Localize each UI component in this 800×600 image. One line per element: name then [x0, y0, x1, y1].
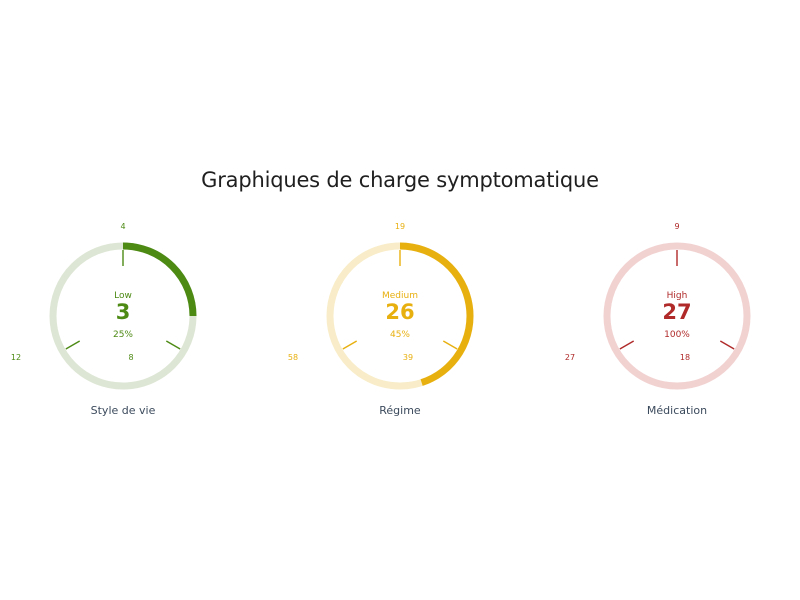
gauge-track — [603, 242, 751, 390]
level-label: High — [666, 291, 688, 301]
gauge-style-de-vie: 4 8 12 Low 3 25% Style de vie — [11, 214, 203, 430]
tick-label-top: 19 — [394, 222, 406, 231]
percent-label: 100% — [664, 330, 690, 340]
tick-label-left: 12 — [10, 353, 22, 362]
gauge-svg — [603, 242, 751, 390]
gauge-medication: 9 18 27 High 27 100% Médication — [565, 214, 757, 430]
tick-label-top: 4 — [120, 222, 126, 231]
tick-mark-right — [165, 340, 181, 350]
tick-mark-left — [342, 340, 358, 350]
tick-mark-left — [619, 340, 635, 350]
gauge-fill-arc — [122, 242, 197, 317]
level-label: Low — [114, 291, 132, 301]
tick-label-left: 27 — [564, 353, 576, 362]
tick-mark-left — [65, 340, 81, 350]
percent-label: 45% — [389, 330, 410, 340]
gauge-fill-arc — [399, 242, 474, 386]
tick-label-right: 8 — [128, 353, 134, 362]
gauge-name: Régime — [379, 404, 421, 417]
gauge-svg — [326, 242, 474, 390]
level-label: Medium — [382, 291, 418, 301]
gauge-name: Médication — [646, 404, 708, 417]
tick-label-right: 18 — [679, 353, 691, 362]
gauge-regime: 19 39 58 Medium 26 45% Régime — [288, 214, 480, 430]
value-label: 27 — [662, 300, 692, 324]
tick-mark-right — [442, 340, 458, 350]
tick-label-top: 9 — [674, 222, 680, 231]
value-label: 26 — [385, 300, 415, 324]
gauge-name: Style de vie — [90, 404, 156, 417]
tick-label-left: 58 — [287, 353, 299, 362]
percent-label: 25% — [112, 330, 133, 340]
tick-mark-right — [719, 340, 735, 350]
tick-label-right: 39 — [402, 353, 414, 362]
chart-title: Graphiques de charge symptomatique — [201, 168, 599, 192]
gauge-svg — [49, 242, 197, 390]
value-label: 3 — [115, 300, 131, 324]
